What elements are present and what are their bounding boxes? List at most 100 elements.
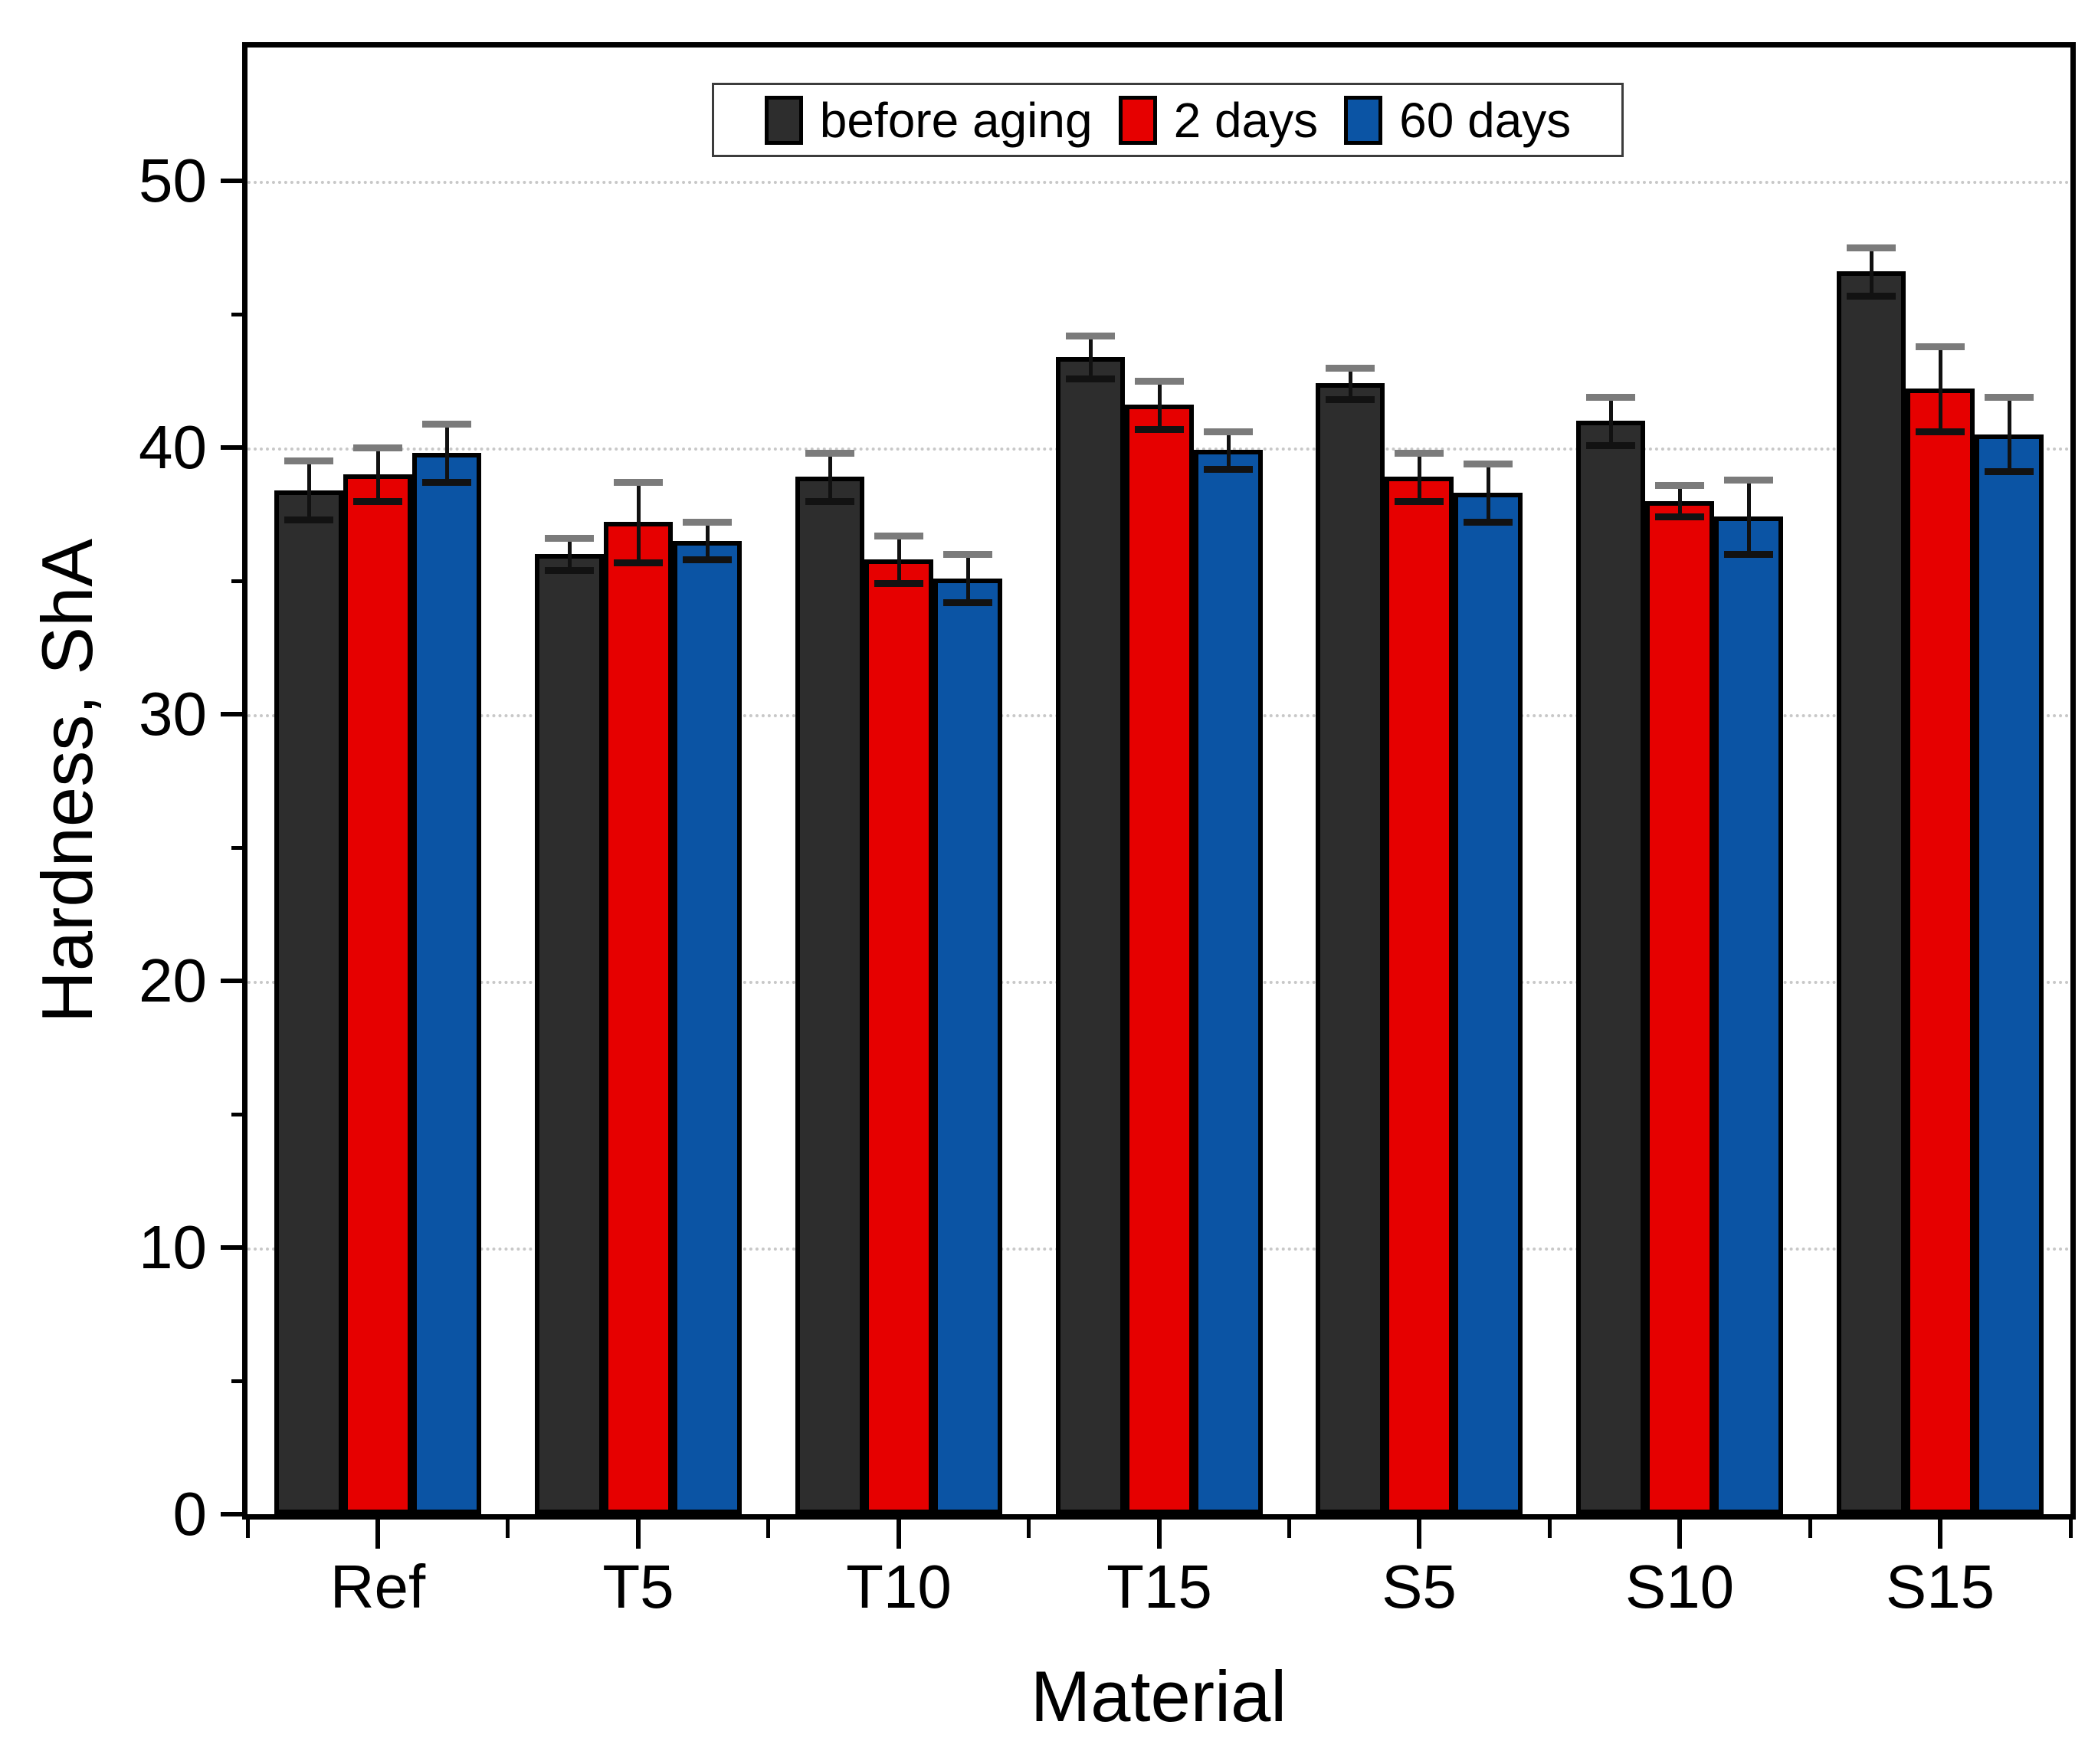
errorbar-cap-bottom-s5-2-days (1395, 498, 1444, 505)
errorbar-cap-top-t5-60-days (683, 519, 732, 526)
x-tick-label-t5: T5 (602, 1553, 674, 1621)
errorbar-cap-top-t5-before-aging (545, 535, 594, 542)
errorbar-cap-top-t15-2-days (1135, 378, 1184, 385)
errorbar-cap-top-t10-before-aging (805, 450, 854, 457)
errorbar-cap-bottom-ref-60-days (422, 479, 471, 486)
errorbar-s5-60-days (1487, 464, 1490, 523)
x-tick-label-s15: S15 (1885, 1553, 1995, 1621)
bar-s10-2-days (1645, 501, 1714, 1514)
bar-t10-before-aging (795, 477, 864, 1514)
y-tick-label-0: 0 (172, 1480, 208, 1548)
y-minor-tick-25 (231, 846, 242, 850)
bar-s10-before-aging (1576, 421, 1645, 1514)
errorbar-s10-before-aging (1609, 397, 1613, 445)
errorbar-cap-top-s5-60-days (1464, 461, 1513, 467)
y-minor-tick-45 (231, 313, 242, 316)
errorbar-cap-top-s5-2-days (1395, 450, 1444, 457)
y-tick-label-20: 20 (139, 946, 207, 1015)
y-tick-label-40: 40 (139, 413, 207, 481)
bar-t15-60-days (1194, 450, 1263, 1514)
y-axis-title: Hardness, ShA (27, 538, 107, 1024)
errorbar-s5-2-days (1418, 453, 1421, 501)
bar-t5-before-aging (535, 554, 604, 1514)
bar-s5-before-aging (1316, 383, 1385, 1514)
x-major-tick-ref (375, 1520, 380, 1549)
x-axis-title: Material (1030, 1656, 1287, 1736)
errorbar-cap-bottom-s10-60-days (1724, 551, 1773, 558)
errorbar-cap-top-s15-2-days (1916, 343, 1965, 350)
errorbar-cap-top-s15-before-aging (1847, 244, 1896, 251)
errorbar-cap-top-s15-60-days (1985, 394, 2034, 401)
x-tick-label-ref: Ref (329, 1553, 426, 1621)
errorbar-s10-2-days (1678, 485, 1682, 517)
errorbar-t10-before-aging (828, 453, 832, 501)
legend-swatch-before-aging (764, 95, 803, 145)
x-major-tick-t5 (636, 1520, 641, 1549)
errorbar-cap-top-s10-2-days (1655, 482, 1704, 489)
legend-label-before-aging: before aging (819, 92, 1093, 148)
legend-swatch-60-days (1344, 95, 1383, 145)
errorbar-t10-60-days (966, 554, 970, 602)
x-major-tick-t15 (1157, 1520, 1162, 1549)
errorbar-cap-bottom-ref-before-aging (284, 516, 333, 523)
y-tick-label-30: 30 (139, 680, 207, 748)
x-boundary-tick-7 (2069, 1520, 2073, 1538)
legend-label-60-days: 60 days (1399, 92, 1572, 148)
x-boundary-tick-1 (506, 1520, 510, 1538)
bar-t15-2-days (1125, 405, 1194, 1514)
legend-item-before-aging: before aging (764, 92, 1093, 148)
errorbar-t5-60-days (706, 522, 710, 559)
x-tick-label-s10: S10 (1624, 1553, 1735, 1621)
errorbar-cap-bottom-t10-2-days (874, 580, 923, 587)
errorbar-cap-bottom-t15-60-days (1204, 466, 1253, 473)
bar-t15-before-aging (1056, 357, 1125, 1514)
x-boundary-tick-3 (1027, 1520, 1031, 1538)
errorbar-s15-60-days (2008, 397, 2011, 471)
bar-t5-2-days (604, 522, 673, 1514)
errorbar-s15-2-days (1939, 346, 1942, 431)
errorbar-t5-2-days (637, 482, 641, 562)
bar-ref-60-days (412, 453, 481, 1514)
errorbar-cap-top-t10-60-days (943, 551, 992, 558)
bar-t10-2-days (864, 559, 933, 1514)
y-major-tick-50 (221, 179, 242, 183)
y-major-tick-0 (221, 1512, 242, 1516)
errorbar-cap-top-t10-2-days (874, 533, 923, 539)
bar-s15-before-aging (1837, 271, 1906, 1514)
bar-s15-60-days (1975, 434, 2044, 1514)
y-major-tick-10 (221, 1245, 242, 1250)
errorbar-cap-bottom-s15-2-days (1916, 428, 1965, 435)
x-boundary-tick-5 (1548, 1520, 1552, 1538)
x-tick-label-s5: S5 (1382, 1553, 1457, 1621)
errorbar-cap-top-t15-60-days (1204, 428, 1253, 435)
x-boundary-tick-6 (1808, 1520, 1812, 1538)
y-major-tick-20 (221, 979, 242, 983)
errorbar-cap-bottom-t5-2-days (614, 559, 663, 566)
errorbar-cap-bottom-s15-60-days (1985, 468, 2034, 475)
y-minor-tick-5 (231, 1379, 242, 1383)
errorbar-cap-top-s10-60-days (1724, 477, 1773, 484)
x-boundary-tick-2 (766, 1520, 770, 1538)
errorbar-cap-bottom-t15-before-aging (1066, 375, 1115, 382)
legend-item-2-days: 2 days (1118, 92, 1319, 148)
errorbar-ref-60-days (445, 424, 449, 483)
legend-swatch-2-days (1118, 95, 1157, 145)
x-tick-label-t15: T15 (1106, 1553, 1212, 1621)
errorbar-cap-bottom-ref-2-days (353, 498, 402, 505)
y-tick-label-50: 50 (139, 146, 207, 215)
errorbar-cap-top-ref-before-aging (284, 457, 333, 464)
x-major-tick-s15 (1938, 1520, 1942, 1549)
bar-ref-before-aging (274, 490, 343, 1514)
errorbar-s15-before-aging (1870, 248, 1873, 296)
x-major-tick-s5 (1417, 1520, 1421, 1549)
errorbar-cap-bottom-t5-before-aging (545, 567, 594, 574)
y-minor-tick-35 (231, 579, 242, 583)
x-major-tick-s10 (1677, 1520, 1682, 1549)
errorbar-t15-2-days (1158, 381, 1162, 429)
bar-ref-2-days (343, 474, 412, 1514)
x-tick-label-t10: T10 (846, 1553, 952, 1621)
errorbar-cap-top-t15-before-aging (1066, 333, 1115, 339)
legend-label-2-days: 2 days (1173, 92, 1319, 148)
bar-s15-2-days (1906, 389, 1975, 1514)
bar-t5-60-days (673, 541, 742, 1514)
